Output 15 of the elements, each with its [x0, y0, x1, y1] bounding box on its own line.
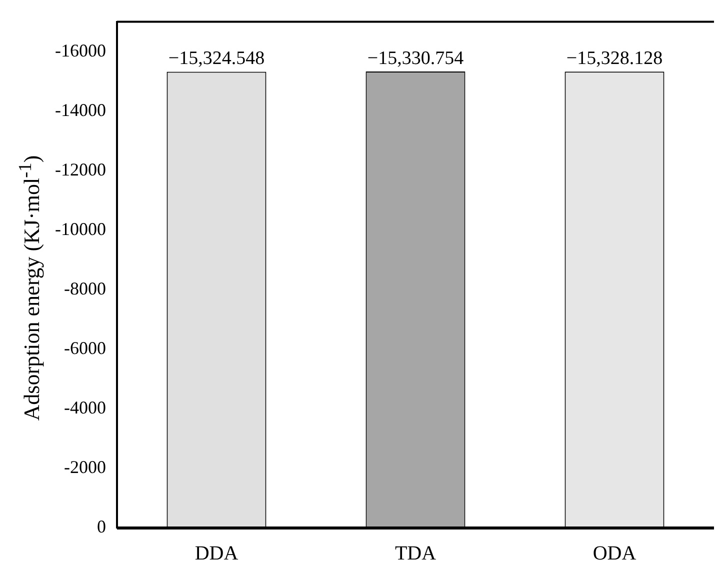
y-tick-label: -16000: [54, 40, 106, 60]
y-tick-label: -6000: [64, 338, 106, 358]
data-label: −15,324.548: [168, 48, 265, 70]
y-tick-label: -14000: [54, 100, 106, 120]
y-tick-label: -12000: [54, 159, 106, 180]
y-tick-label: -2000: [64, 457, 106, 478]
x-tick-label: DDA: [194, 542, 239, 564]
y-tick-label: -4000: [64, 398, 106, 418]
x-tick-label: ODA: [592, 542, 637, 564]
data-label: −15,330.754: [367, 48, 464, 69]
data-label: −15,328.128: [566, 48, 663, 70]
y-tick-label: -8000: [64, 278, 106, 299]
y-tick-label: 0: [96, 516, 106, 537]
x-tick-label: TDA: [394, 542, 437, 564]
y-tick-label: -10000: [54, 218, 106, 239]
